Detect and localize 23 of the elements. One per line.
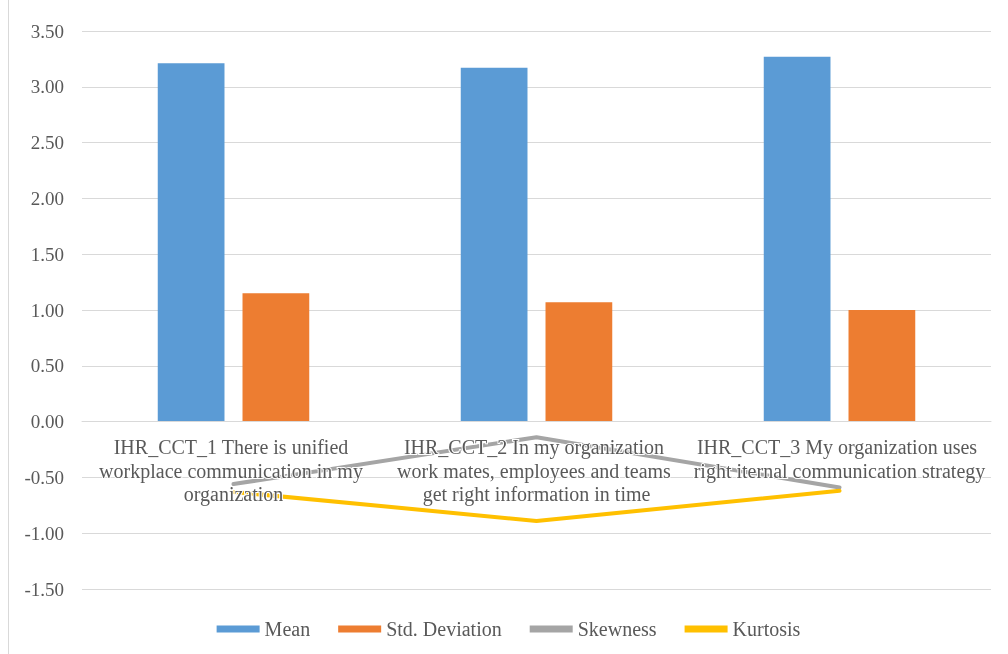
bar xyxy=(460,67,528,422)
legend-label: Mean xyxy=(264,618,311,640)
bar xyxy=(545,302,613,422)
y-tick-label: -0.50 xyxy=(24,466,64,488)
y-tick-label: 1.50 xyxy=(30,243,64,265)
bar xyxy=(848,310,916,422)
x-tick-label: IHR_CCT_3 My organization uses right iternal communication strategy xyxy=(693,436,986,483)
legend-label: Std. Deviation xyxy=(386,618,502,640)
y-tick-label: 2.00 xyxy=(30,187,64,209)
bar xyxy=(242,293,310,422)
bar xyxy=(157,63,225,422)
y-tick-label: 0.50 xyxy=(30,355,64,377)
x-tick-label: IHR_CCT_2 In my organization work mates, employees and teams get right information in time xyxy=(397,436,676,507)
y-tick-label: 3.00 xyxy=(30,76,64,98)
legend-label: Skewness xyxy=(577,618,657,640)
y-tick-label: 2.50 xyxy=(30,132,64,154)
y-tick-label: -1.00 xyxy=(24,522,64,544)
legend-label: Kurtosis xyxy=(732,618,801,640)
y-tick-label: 1.00 xyxy=(30,299,64,321)
y-tick-label: -1.50 xyxy=(24,578,64,600)
y-tick-label: 3.50 xyxy=(30,20,64,42)
bar xyxy=(763,56,831,422)
y-tick-label: 0.00 xyxy=(30,411,64,433)
